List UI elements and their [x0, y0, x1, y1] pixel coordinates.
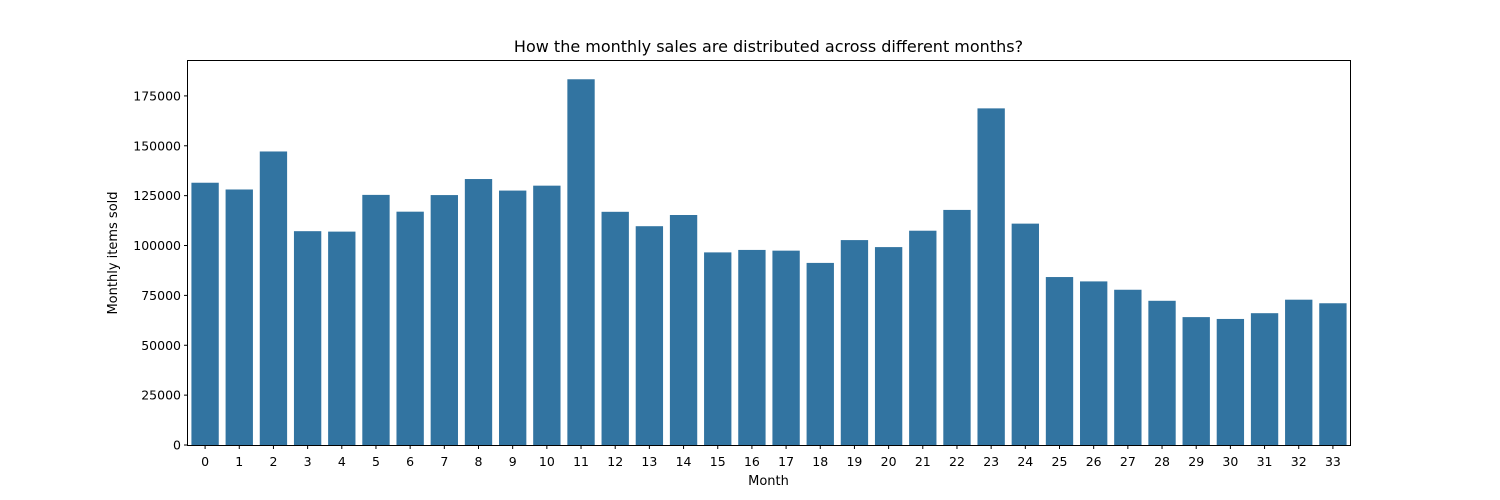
chart-title: How the monthly sales are distributed ac…: [514, 37, 1023, 56]
x-axis-ticks: 0 1 2 3 4 5 6 7 8 9 10 11 12 13 14 15 16 17 18 19 20 21 22 23 24…: [201, 445, 1341, 469]
x-tick-label: 11: [573, 454, 589, 469]
bar-month-22: [943, 209, 971, 445]
bar-month-24: [1011, 223, 1039, 445]
x-tick-label: 19: [846, 454, 862, 469]
x-tick-label: 12: [607, 454, 623, 469]
x-tick-label: 9: [509, 454, 517, 469]
x-tick-label: 21: [915, 454, 931, 469]
x-tick-label: 29: [1188, 454, 1204, 469]
bar-month-11: [567, 79, 595, 446]
bar-month-26: [1080, 281, 1108, 445]
x-tick-label: 7: [440, 454, 448, 469]
x-tick-label: 26: [1086, 454, 1102, 469]
x-tick-label: 10: [539, 454, 555, 469]
bar-month-7: [430, 195, 458, 445]
x-tick-label: 17: [778, 454, 794, 469]
bar-month-32: [1285, 299, 1313, 445]
y-tick-label: 125000: [133, 188, 181, 203]
bar-month-16: [738, 249, 766, 445]
y-axis-ticks: 0 25000 50000 75000 100000 125000 150000 175000: [133, 88, 188, 453]
x-tick-label: 27: [1120, 454, 1136, 469]
bar-month-17: [772, 250, 800, 445]
bar-month-25: [1045, 277, 1074, 445]
bar-month-9: [499, 190, 527, 445]
x-tick-label: 28: [1154, 454, 1170, 469]
x-tick-label: 8: [475, 454, 483, 469]
bars-group: [191, 79, 1347, 446]
bar-month-8: [464, 179, 493, 445]
y-tick-label: 175000: [133, 88, 181, 103]
bar-month-28: [1148, 300, 1176, 445]
x-tick-label: 14: [676, 454, 692, 469]
bar-month-31: [1250, 313, 1279, 445]
bar-month-10: [533, 185, 561, 445]
x-tick-label: 20: [881, 454, 897, 469]
bar-month-29: [1182, 317, 1210, 445]
bar-month-14: [669, 215, 698, 445]
y-tick-label: 75000: [141, 288, 181, 303]
y-tick-label: 50000: [141, 338, 181, 353]
x-tick-label: 2: [269, 454, 277, 469]
x-tick-label: 13: [641, 454, 657, 469]
bar-month-18: [806, 262, 834, 445]
bar-month-5: [362, 194, 390, 445]
bar-month-20: [874, 247, 903, 445]
bar-month-1: [225, 189, 253, 445]
bar-month-23: [977, 108, 1005, 446]
x-tick-label: 30: [1222, 454, 1238, 469]
x-tick-label: 5: [372, 454, 380, 469]
x-tick-label: 24: [1017, 454, 1033, 469]
bar-month-33: [1319, 303, 1347, 445]
x-tick-label: 16: [744, 454, 760, 469]
bar-month-4: [328, 231, 356, 445]
bar-month-3: [293, 231, 322, 445]
y-tick-label: 25000: [141, 388, 181, 403]
y-axis-label: Monthly items sold: [106, 191, 121, 314]
x-tick-label: 22: [949, 454, 965, 469]
x-tick-label: 25: [1052, 454, 1068, 469]
plot-frame: [187, 60, 1351, 446]
bar-month-0: [191, 182, 219, 446]
bar-month-15: [704, 252, 732, 445]
x-tick-label: 4: [338, 454, 346, 469]
x-tick-label: 18: [812, 454, 828, 469]
bar-month-12: [601, 211, 629, 445]
x-tick-label: 31: [1257, 454, 1273, 469]
x-tick-label: 1: [235, 454, 243, 469]
bar-month-19: [840, 240, 869, 445]
x-tick-label: 6: [406, 454, 414, 469]
x-axis-label: Month: [748, 474, 789, 489]
x-tick-label: 0: [201, 454, 209, 469]
bar-month-27: [1114, 289, 1142, 445]
x-tick-label: 32: [1291, 454, 1307, 469]
x-tick-label: 33: [1325, 454, 1341, 469]
bar-month-2: [259, 151, 288, 446]
x-tick-label: 23: [983, 454, 999, 469]
bar-month-13: [635, 226, 664, 445]
bar-month-30: [1216, 318, 1245, 445]
y-tick-label: 150000: [133, 138, 181, 153]
y-tick-label: 0: [173, 438, 181, 453]
bar-month-21: [909, 230, 937, 445]
y-tick-label: 100000: [133, 238, 181, 253]
bar-month-6: [396, 211, 424, 445]
x-tick-label: 3: [304, 454, 312, 469]
x-tick-label: 15: [710, 454, 726, 469]
